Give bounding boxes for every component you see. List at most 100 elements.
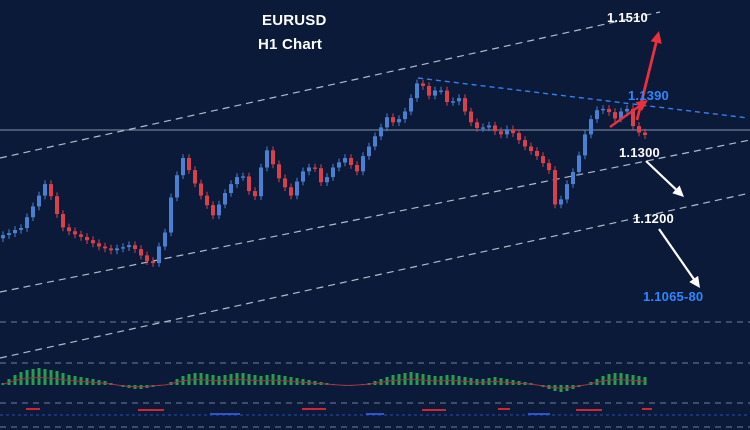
descending-blue-trendline (417, 77, 749, 119)
candle-body (145, 255, 149, 262)
candle-body (229, 184, 233, 193)
candle-body (457, 98, 461, 102)
candle-body (277, 164, 281, 179)
candle-body (583, 134, 587, 156)
resistance-price-label: 1.1390 (628, 88, 669, 103)
channel-lower-trendline (0, 139, 750, 293)
white-down-arrow-2 (658, 228, 697, 283)
candle-body (433, 90, 437, 96)
candle-body (43, 184, 47, 196)
candle-body (7, 233, 11, 235)
candle-body (235, 177, 239, 185)
candle-body (205, 195, 209, 206)
white-down-arrow-1-head (672, 185, 684, 197)
candle-body (163, 232, 167, 247)
candle-body (139, 249, 143, 256)
candle-body (643, 132, 647, 135)
candle-body (361, 156, 365, 172)
candle-body (523, 140, 527, 147)
candle-body (631, 108, 635, 127)
candle-body (211, 205, 215, 216)
candle-body (427, 86, 431, 96)
candle-body (625, 108, 629, 112)
candle-body (157, 246, 161, 264)
candle-body (175, 175, 179, 198)
candle-body (529, 146, 533, 151)
candle-body (391, 117, 395, 123)
candle-body (313, 167, 317, 169)
candle-body (247, 176, 251, 192)
candle-body (505, 129, 509, 135)
candle-body (367, 146, 371, 157)
candle-body (121, 247, 125, 249)
candle-body (115, 248, 119, 251)
candle-body (61, 214, 65, 228)
candle-body (271, 150, 275, 165)
candle-body (283, 178, 287, 188)
candle-body (637, 126, 641, 133)
candle-body (589, 119, 593, 135)
candle-body (31, 206, 35, 218)
candle-body (265, 150, 269, 168)
candle-body (613, 112, 617, 119)
candle-body (487, 125, 491, 128)
candle-body (409, 98, 413, 112)
symbol-title: EURUSD (262, 12, 327, 29)
candle-body (463, 98, 467, 112)
channel-upper-trendline (0, 11, 661, 159)
candle-body (553, 170, 557, 205)
candle-body (403, 111, 407, 120)
candle-body (565, 184, 569, 200)
candle-body (1, 235, 5, 239)
candle-body (85, 237, 89, 241)
candle-body (301, 171, 305, 182)
macd-signal-line (2, 376, 646, 389)
channel-outer-trendline (0, 192, 750, 359)
candle-body (331, 167, 335, 178)
white-down-arrow-2-head (689, 275, 700, 288)
candle-body (109, 248, 113, 251)
candle-body (79, 234, 83, 237)
white-down-arrow-1 (645, 160, 680, 193)
candle-body (415, 83, 419, 99)
candle-body (49, 184, 53, 197)
candle-body (253, 191, 257, 197)
bull-target-price-label: 1.1510 (607, 10, 648, 25)
candle-body (517, 133, 521, 141)
candle-body (325, 177, 329, 183)
candle-body (385, 117, 389, 128)
candle-body (619, 111, 623, 119)
candle-body (223, 193, 227, 205)
candle-body (295, 181, 299, 196)
bear-level-price-label: 1.1200 (633, 211, 674, 226)
candle-body (319, 168, 323, 183)
candle-body (421, 83, 425, 86)
candle-body (73, 231, 77, 235)
candle-body (577, 155, 581, 172)
candle-body (133, 245, 137, 249)
candle-body (493, 125, 497, 132)
candle-body (595, 110, 599, 120)
candle-body (499, 131, 503, 135)
candle-body (97, 243, 101, 247)
support-price-label: 1.1300 (619, 145, 660, 160)
candle-body (601, 108, 605, 111)
candle-body (355, 165, 359, 172)
candle-body (193, 170, 197, 184)
candle-body (187, 158, 191, 171)
candle-body (259, 167, 263, 197)
candle-body (37, 195, 41, 207)
candle-body (451, 101, 455, 103)
candle-body (439, 90, 443, 92)
candle-body (55, 196, 59, 214)
candle-body (511, 129, 515, 134)
candlestick-series (1, 79, 647, 267)
red-target-arrow (635, 38, 659, 121)
candle-body (541, 156, 545, 164)
bottom-indicator-strip (0, 408, 750, 416)
candle-body (469, 111, 473, 123)
candle-body (445, 90, 449, 102)
candle-body (307, 167, 311, 172)
